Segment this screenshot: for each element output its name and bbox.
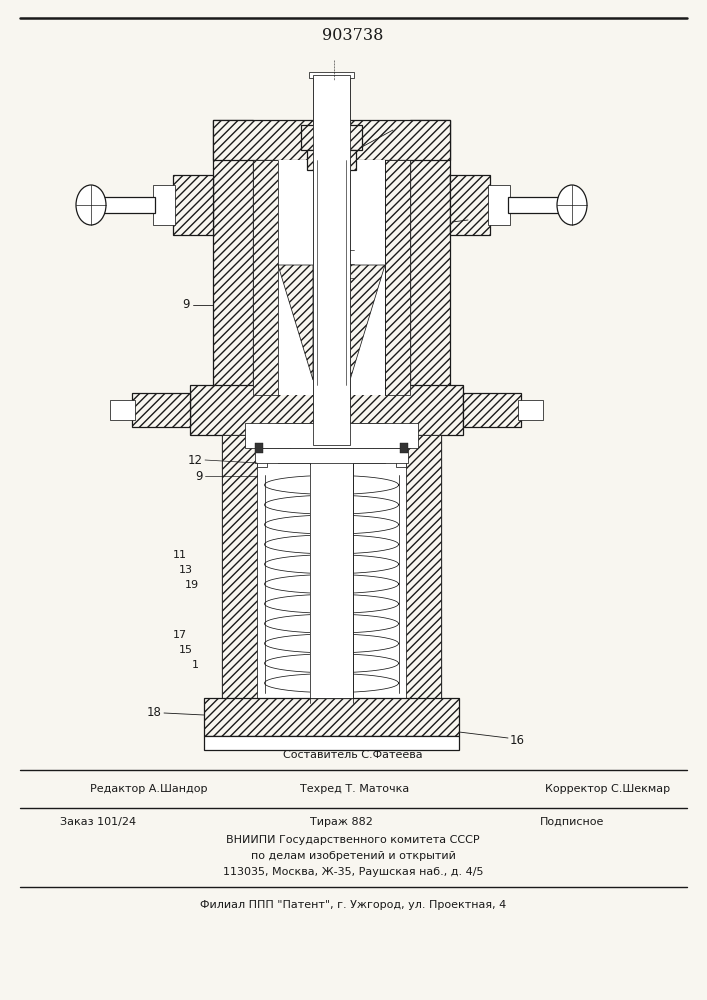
Bar [278, 160, 385, 395]
Bar [110, 400, 135, 420]
Bar [103, 197, 155, 213]
Bar [255, 443, 263, 453]
Bar [173, 175, 213, 235]
Bar [290, 435, 373, 460]
Text: 15: 15 [179, 645, 193, 655]
Bar [313, 75, 350, 495]
Text: 113035, Москва, Ж-35, Раушская наб., д. 4/5: 113035, Москва, Ж-35, Раушская наб., д. … [223, 867, 484, 877]
Text: 17: 17 [173, 630, 187, 640]
Bar [385, 160, 410, 395]
Text: 15: 15 [356, 257, 371, 270]
Text: 11: 11 [173, 550, 187, 560]
Bar [400, 443, 408, 453]
Text: ВНИИПИ Государственного комитета СССР: ВНИИПИ Государственного комитета СССР [226, 835, 480, 845]
Bar [301, 125, 362, 150]
Ellipse shape [76, 185, 106, 225]
Bar [488, 185, 510, 225]
Text: 12: 12 [188, 454, 203, 466]
Text: 18: 18 [470, 212, 485, 225]
Bar [255, 448, 408, 463]
Bar [245, 423, 418, 448]
Bar [508, 197, 560, 213]
Text: 9: 9 [182, 298, 190, 312]
Text: 17: 17 [356, 243, 371, 256]
Text: Редактор А.Шандор: Редактор А.Шандор [90, 784, 207, 794]
Bar [204, 736, 459, 750]
Bar [190, 385, 463, 435]
Bar [278, 423, 385, 463]
Text: по делам изобретений и открытий: по делам изобретений и открытий [250, 851, 455, 861]
Bar [310, 430, 353, 698]
Bar [222, 435, 257, 718]
Bar [313, 75, 350, 120]
Text: 16: 16 [356, 271, 371, 284]
Bar [309, 72, 354, 78]
Text: Тираж 882: Тираж 882 [310, 817, 373, 827]
Text: 16: 16 [510, 734, 525, 746]
Bar [278, 160, 385, 395]
Bar [257, 447, 267, 467]
Bar [222, 435, 441, 718]
Text: Фиг. 2: Фиг. 2 [495, 406, 536, 418]
Bar [253, 160, 410, 395]
Text: 18: 18 [147, 706, 162, 720]
Bar [406, 435, 441, 718]
Text: Корректор С.Шекмар: Корректор С.Шекмар [545, 784, 670, 794]
Text: Составитель С.Фатеева: Составитель С.Фатеева [284, 750, 423, 760]
Polygon shape [278, 265, 313, 380]
Bar [132, 393, 190, 427]
Text: Заказ 101/24: Заказ 101/24 [60, 817, 136, 827]
Bar [518, 400, 543, 420]
Polygon shape [350, 265, 385, 380]
Bar [313, 160, 350, 395]
Bar [450, 175, 490, 235]
Text: 903738: 903738 [322, 26, 384, 43]
Bar [307, 150, 356, 170]
Bar [204, 698, 459, 736]
Bar [313, 75, 350, 445]
Bar [153, 185, 175, 225]
Text: Техред Т. Маточка: Техред Т. Маточка [300, 784, 409, 794]
Ellipse shape [557, 185, 587, 225]
Text: Подписное: Подписное [540, 817, 604, 827]
Bar [396, 447, 406, 467]
Text: 13: 13 [179, 565, 193, 575]
Bar [310, 465, 353, 698]
Bar [410, 120, 450, 395]
Bar [213, 120, 450, 160]
Text: Филиал ППП "Патент", г. Ужгород, ул. Проектная, 4: Филиал ППП "Патент", г. Ужгород, ул. Про… [200, 900, 506, 910]
Text: 19: 19 [185, 580, 199, 590]
Text: 14: 14 [395, 120, 410, 133]
Bar [213, 120, 253, 395]
Bar [253, 160, 278, 395]
Text: 9: 9 [196, 470, 203, 483]
Bar [463, 393, 521, 427]
Text: 1: 1 [192, 660, 199, 670]
